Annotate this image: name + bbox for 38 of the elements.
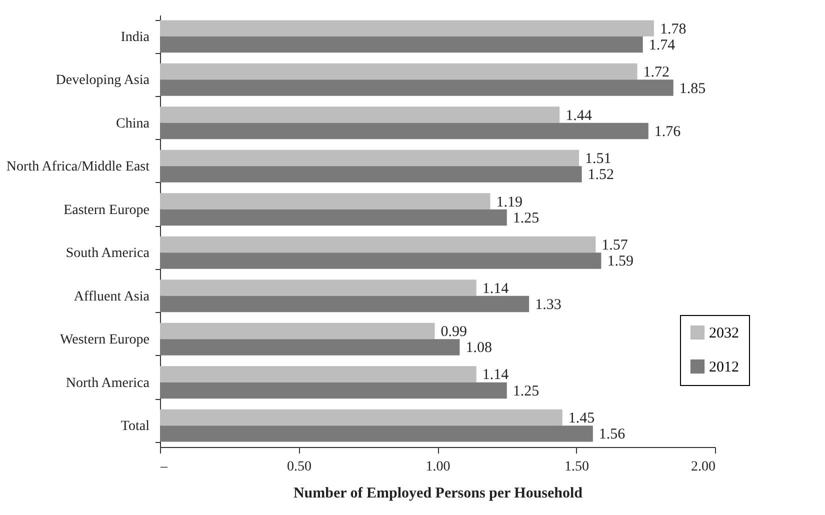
y-tick-label: Western Europe — [60, 332, 150, 348]
data-label: 1.74 — [648, 38, 676, 54]
data-label: 0.99 — [440, 324, 467, 340]
data-label: 1.72 — [643, 64, 670, 81]
data-label: 1.52 — [588, 167, 614, 184]
x-tick-label: 0.50 — [287, 460, 312, 474]
data-label: 1.57 — [602, 238, 628, 254]
data-label: 1.19 — [496, 194, 522, 210]
data-label: 1.14 — [482, 367, 510, 384]
data-label: 1.59 — [607, 254, 634, 270]
legend-label: 2012 — [709, 360, 739, 376]
data-label: 1.78 — [660, 21, 686, 38]
x-axis-title: Number of Employed Persons per Household — [293, 486, 584, 502]
y-tick-label: North America — [66, 376, 150, 391]
x-tick-label: 1.00 — [426, 460, 450, 474]
data-label: 1.25 — [512, 383, 540, 400]
data-label: 1.44 — [566, 108, 592, 124]
y-tick-label: North Africa/Middle East — [6, 160, 150, 175]
data-label: 1.56 — [598, 426, 626, 443]
y-tick-label: Developing Asia — [56, 73, 150, 88]
data-label: 1.85 — [679, 80, 706, 97]
y-tick-label: Affluent Asia — [74, 289, 150, 304]
x-tick-label: – — [160, 460, 168, 474]
data-label: 1.08 — [466, 340, 492, 356]
data-label: 1.51 — [585, 151, 612, 168]
y-tick-label: Total — [120, 419, 150, 434]
legend-label: 2032 — [709, 326, 739, 342]
y-tick-label: India — [120, 30, 150, 45]
y-tick-label: South America — [66, 246, 150, 262]
data-label: 1.33 — [535, 296, 562, 313]
x-tick-label: 1.50 — [564, 460, 589, 474]
data-label: 1.76 — [654, 124, 682, 140]
y-tick-label: Eastern Europe — [64, 202, 150, 218]
data-label: 1.45 — [568, 410, 595, 426]
x-tick-label: 2.00 — [691, 460, 716, 474]
data-label: 1.14 — [482, 280, 510, 297]
y-tick-label: China — [116, 116, 150, 132]
data-label: 1.25 — [512, 210, 540, 226]
